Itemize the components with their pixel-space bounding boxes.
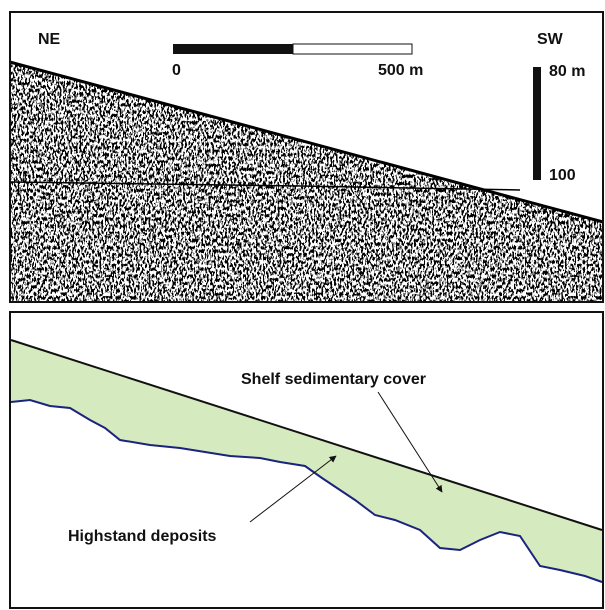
depth-top: 80 m [549,63,585,80]
scale-bar-black [173,44,293,54]
page: NE SW 0 500 m 80 m 100 Shelf sedimentary… [0,0,605,610]
sw-label: SW [537,31,564,48]
scale-start: 0 [172,62,181,79]
depth-bottom: 100 [549,167,576,184]
figure: NE SW 0 500 m 80 m 100 Shelf sedimentary… [0,0,605,610]
upper-unit-label: Shelf sedimentary cover [241,371,426,388]
scale-bar-white [293,44,412,54]
scale-end: 500 m [378,62,423,79]
ne-label: NE [38,31,61,48]
depth-bar [533,67,541,180]
lower-unit-label: Highstand deposits [68,528,217,545]
